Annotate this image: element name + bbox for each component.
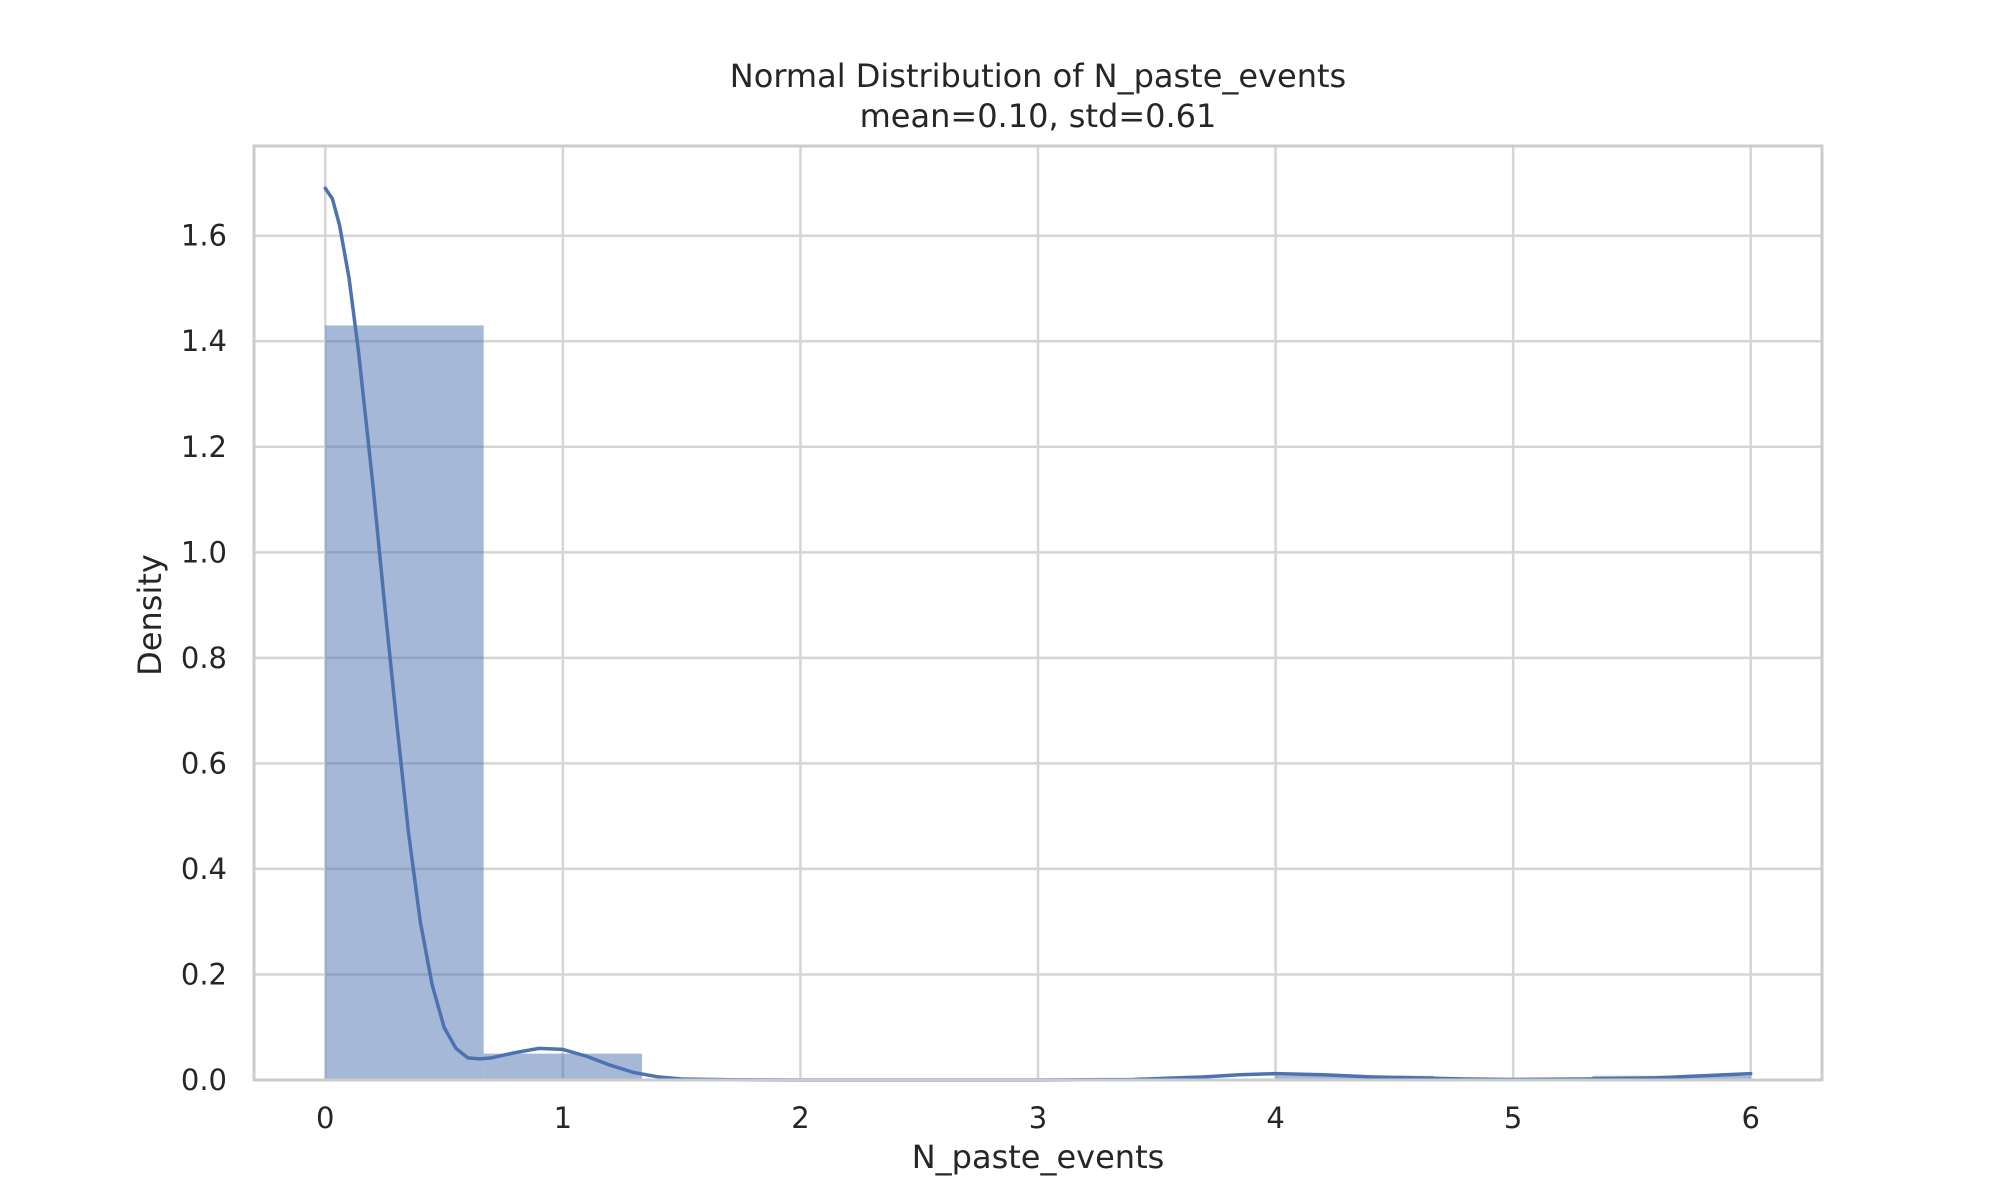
x-tick-label-1: 1	[554, 1101, 572, 1135]
histogram-bar-6	[1275, 1075, 1434, 1080]
y-tick-label-2: 0.4	[181, 852, 227, 886]
y-tick-label-0: 0.0	[181, 1063, 227, 1097]
x-tick-label-0: 0	[316, 1101, 334, 1135]
plot-frame	[252, 144, 1824, 1082]
chart-title: Normal Distribution of N_paste_events	[730, 57, 1346, 95]
grid-lines	[254, 146, 1822, 1082]
y-tick-label-1: 0.2	[181, 957, 227, 991]
y-axis-label: Density	[131, 554, 169, 676]
x-tick-label-4: 4	[1266, 1101, 1284, 1135]
x-tick-label-5: 5	[1504, 1101, 1522, 1135]
y-tick-label-7: 1.4	[181, 324, 227, 358]
x-tick-label-2: 2	[791, 1101, 809, 1135]
y-tick-label-8: 1.6	[181, 219, 227, 253]
histogram-bars	[325, 325, 1751, 1080]
y-tick-label-6: 1.2	[181, 430, 227, 464]
x-tick-label-3: 3	[1029, 1101, 1047, 1135]
kde-curve-layer	[323, 186, 1753, 1082]
y-tick-label-5: 1.0	[181, 535, 227, 569]
y-tick-labels: 0.0 0.2 0.4 0.6 0.8 1.0 1.2 1.4 1.6	[181, 219, 227, 1097]
kde-curve	[323, 186, 1753, 1082]
y-tick-label-4: 0.8	[181, 641, 227, 675]
histogram-bar-0	[325, 325, 484, 1080]
y-tick-label-3: 0.6	[181, 746, 227, 780]
x-tick-label-6: 6	[1742, 1101, 1760, 1135]
x-axis-label: N_paste_events	[912, 1138, 1165, 1176]
chart-subtitle: mean=0.10, std=0.61	[860, 97, 1217, 135]
x-tick-labels: 0 1 2 3 4 5 6	[316, 1101, 1760, 1135]
